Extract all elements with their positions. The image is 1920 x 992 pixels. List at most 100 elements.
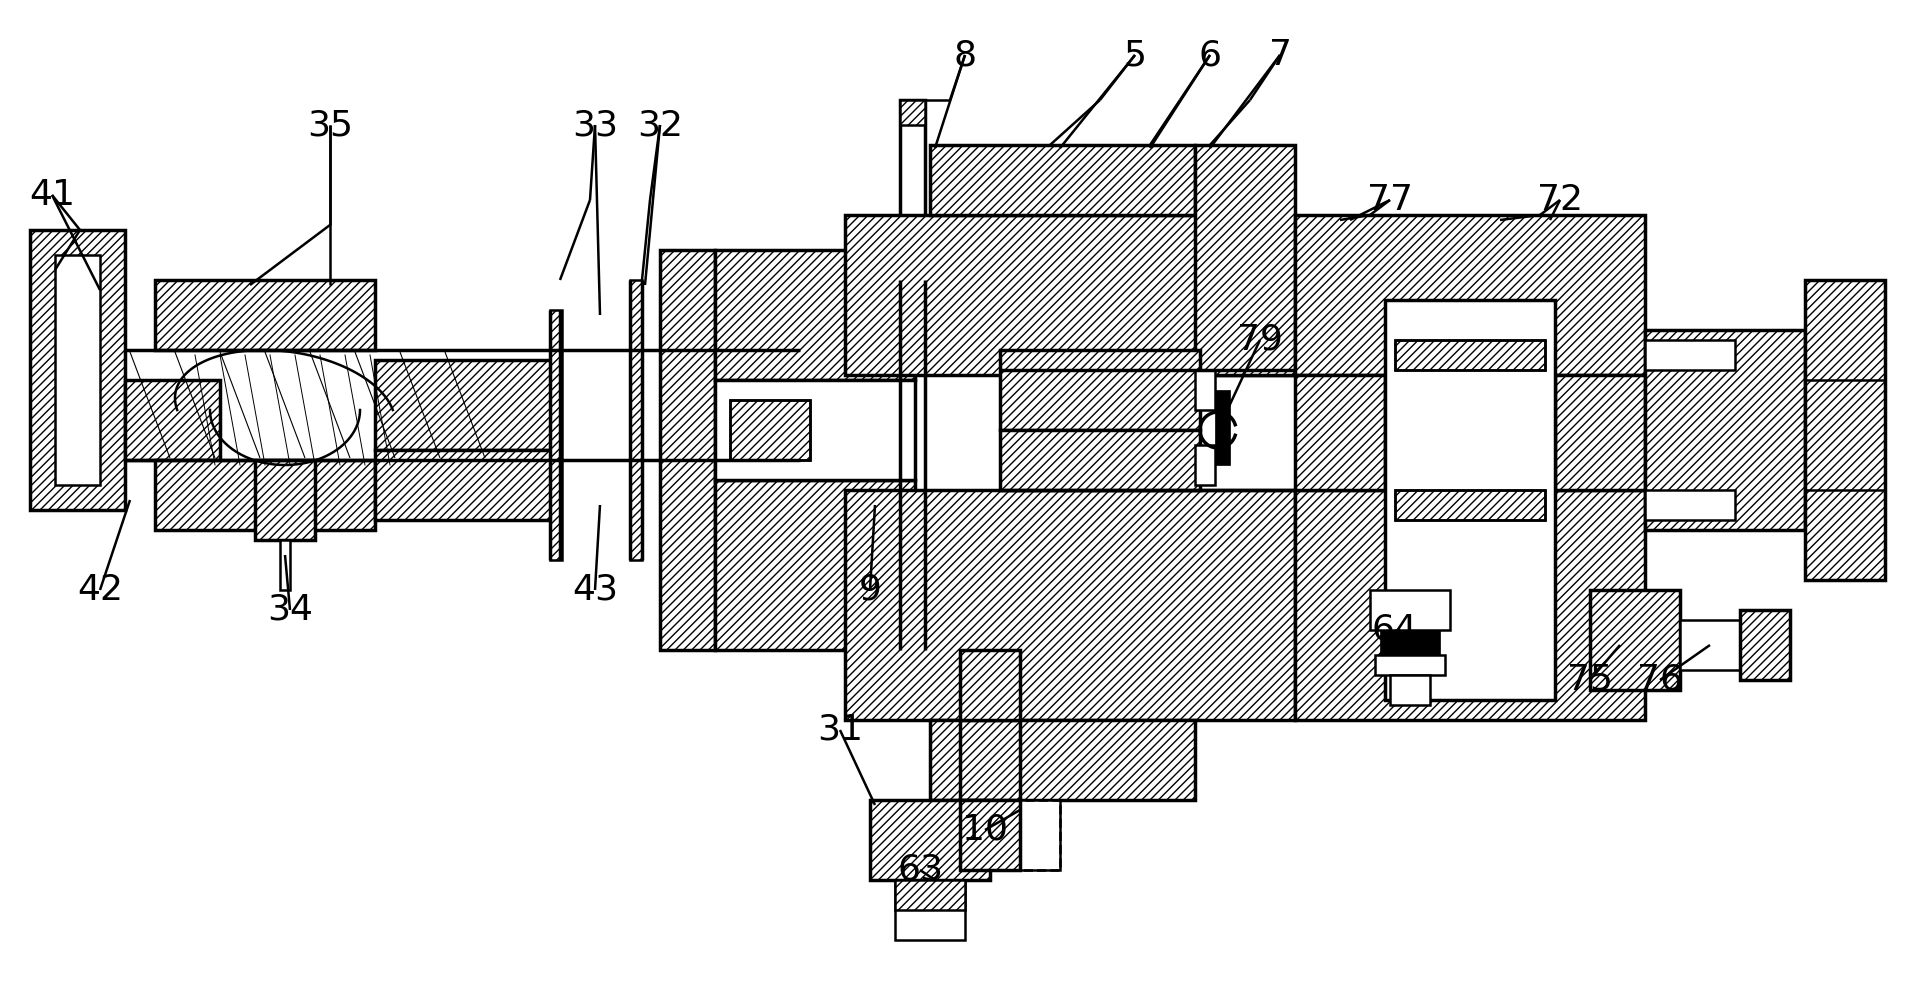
Bar <box>1000 430 1200 490</box>
Bar <box>1380 630 1440 655</box>
Text: 42: 42 <box>77 573 123 607</box>
Bar <box>1805 280 1885 580</box>
Text: 41: 41 <box>29 178 75 212</box>
Text: 5: 5 <box>1123 38 1146 72</box>
Bar <box>1384 300 1555 700</box>
Bar <box>1396 340 1546 370</box>
Bar <box>1680 620 1740 670</box>
Bar <box>714 250 916 380</box>
Bar <box>1371 590 1450 630</box>
Text: 32: 32 <box>637 108 684 142</box>
Bar <box>845 490 1294 720</box>
Bar <box>1294 490 1645 720</box>
Bar <box>374 450 555 520</box>
Bar <box>895 880 966 940</box>
Bar <box>900 100 925 125</box>
Bar <box>156 280 374 350</box>
Bar <box>1215 390 1231 465</box>
Bar <box>714 380 916 480</box>
Bar <box>730 400 810 460</box>
Bar <box>1590 590 1680 690</box>
Bar <box>1555 375 1645 490</box>
Bar <box>1294 375 1384 490</box>
Bar <box>845 215 1294 375</box>
Bar <box>549 310 563 560</box>
Bar <box>374 360 555 450</box>
Text: 7: 7 <box>1269 38 1292 72</box>
Bar <box>1645 340 1736 370</box>
Bar <box>255 460 315 540</box>
Text: 35: 35 <box>307 108 353 142</box>
Bar <box>960 650 1020 720</box>
Bar <box>156 460 374 530</box>
Bar <box>374 450 555 520</box>
Bar <box>1555 375 1645 490</box>
Bar <box>714 480 916 650</box>
Bar <box>960 800 1020 870</box>
Bar <box>960 650 1020 720</box>
Bar <box>1194 445 1215 485</box>
Bar <box>1194 145 1294 375</box>
Text: 10: 10 <box>962 813 1008 847</box>
Bar <box>929 145 1194 215</box>
Bar <box>1590 590 1680 690</box>
Text: 77: 77 <box>1367 183 1413 217</box>
Bar <box>1396 490 1546 520</box>
Bar <box>1000 350 1200 430</box>
Bar <box>870 800 991 880</box>
Bar <box>929 720 1194 800</box>
Bar <box>1645 330 1805 530</box>
Text: 63: 63 <box>897 853 943 887</box>
Bar <box>1194 370 1215 410</box>
Bar <box>660 250 714 650</box>
Bar <box>730 400 810 460</box>
Bar <box>1294 490 1645 720</box>
Bar <box>56 255 100 485</box>
Bar <box>1010 800 1060 870</box>
Bar <box>1805 280 1885 580</box>
Bar <box>1294 215 1645 375</box>
Bar <box>1000 350 1200 430</box>
Bar <box>714 250 916 380</box>
Text: 31: 31 <box>818 713 862 747</box>
Bar <box>1396 340 1546 370</box>
Bar <box>1645 330 1805 530</box>
Bar <box>714 480 916 650</box>
Bar <box>31 230 125 510</box>
Text: 6: 6 <box>1198 38 1221 72</box>
Bar <box>125 380 221 460</box>
Text: 79: 79 <box>1236 323 1283 357</box>
Bar <box>1740 610 1789 680</box>
Bar <box>845 490 1294 720</box>
Bar <box>660 250 714 650</box>
Bar <box>900 100 925 280</box>
Text: 72: 72 <box>1538 183 1582 217</box>
Bar <box>1010 800 1060 870</box>
Bar <box>929 145 1194 215</box>
Text: 64: 64 <box>1373 613 1419 647</box>
Bar <box>845 215 1294 375</box>
Bar <box>1375 655 1446 675</box>
Bar <box>1000 430 1200 490</box>
Bar <box>960 800 1020 870</box>
Text: 76: 76 <box>1638 663 1684 697</box>
Text: 8: 8 <box>954 38 977 72</box>
Bar <box>1294 375 1384 490</box>
Text: 75: 75 <box>1567 663 1613 697</box>
Bar <box>1390 675 1430 705</box>
Bar <box>280 540 290 590</box>
Bar <box>1396 490 1546 520</box>
Bar <box>929 720 1194 800</box>
Bar <box>630 280 641 560</box>
Bar <box>125 380 221 460</box>
Bar <box>870 800 991 880</box>
Bar <box>895 880 966 910</box>
Text: 9: 9 <box>858 573 881 607</box>
Bar <box>31 230 125 510</box>
Bar <box>1740 610 1789 680</box>
Bar <box>1645 490 1736 520</box>
Text: 33: 33 <box>572 108 618 142</box>
Text: 34: 34 <box>267 593 313 627</box>
Bar <box>255 460 315 540</box>
Bar <box>156 280 374 350</box>
